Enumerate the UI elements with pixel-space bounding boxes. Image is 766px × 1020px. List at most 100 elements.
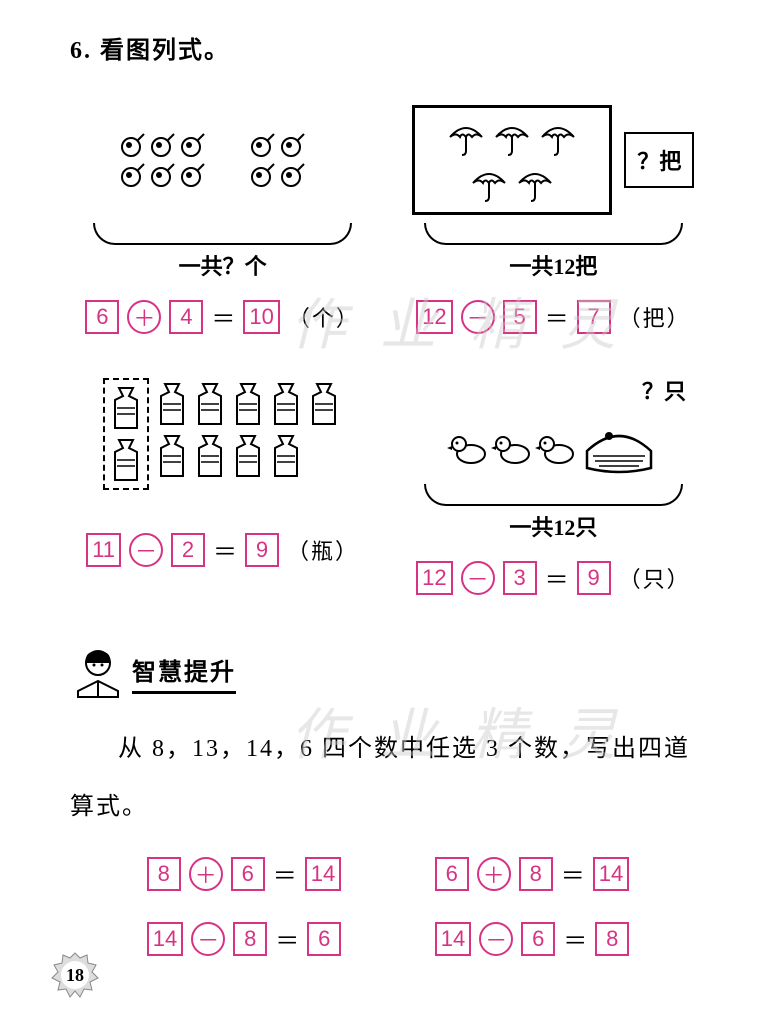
ball-icon xyxy=(180,162,206,188)
answer-box: 2 xyxy=(171,533,205,567)
problem-cell: 一共？个 6 ＋ 4 ＝ 10 （个） xyxy=(70,95,375,364)
unit-label: （只） xyxy=(619,562,691,594)
equation: 12 － 3 ＝ 9 （只） xyxy=(416,560,691,595)
umbrella-icon xyxy=(492,117,532,157)
operator-circle: ＋ xyxy=(477,857,511,891)
curly-bracket-icon xyxy=(424,223,683,245)
picture-balls xyxy=(70,95,375,225)
duck-icon xyxy=(535,426,577,466)
section-title: 智慧提升 xyxy=(132,652,236,694)
ball-icon xyxy=(250,162,276,188)
picture-umbrellas: ？把 xyxy=(401,95,706,225)
answer-box: 14 xyxy=(435,922,471,956)
equation: 6 ＋ 4 ＝ 10 （个） xyxy=(85,299,360,334)
answer-box: 14 xyxy=(147,922,183,956)
unit-label: （把） xyxy=(619,301,691,333)
dashed-group xyxy=(103,378,149,490)
bottle-icon xyxy=(231,380,265,428)
equation: 14 － 8 ＝ 6 xyxy=(147,921,341,956)
section-body: 从 8，13，14，6 四个数中任选 3 个数，写出四道算式。 xyxy=(70,721,706,836)
equals-sign: ＝ xyxy=(213,532,237,567)
page-number-badge: 18 xyxy=(50,950,100,1000)
section-header: 智慧提升 xyxy=(70,645,706,701)
bracket-label: 一共12把 xyxy=(509,249,597,281)
answer-box: 8 xyxy=(147,857,181,891)
unit-label: （个） xyxy=(288,301,360,333)
duck-icon xyxy=(491,426,533,466)
answer-box: 8 xyxy=(233,922,267,956)
bottle-icon xyxy=(109,384,143,432)
problem-cell: ？把 一共12把 12 － 5 ＝ 7 （把） xyxy=(401,95,706,364)
bottle-icon xyxy=(109,436,143,484)
answer-box: 14 xyxy=(305,857,341,891)
ball-icon xyxy=(120,132,146,158)
answer-box: 8 xyxy=(519,857,553,891)
bottle-icon xyxy=(231,432,265,480)
operator-circle: － xyxy=(479,922,513,956)
bracket-label: 一共12只 xyxy=(509,510,597,542)
nest-icon xyxy=(579,416,659,476)
ball-icon xyxy=(280,162,306,188)
equals-sign: ＝ xyxy=(273,856,297,891)
equation: 12 － 5 ＝ 7 （把） xyxy=(416,299,691,334)
answer-box: 10 xyxy=(243,300,279,334)
operator-circle: － xyxy=(191,922,225,956)
equals-sign: ＝ xyxy=(545,560,569,595)
operator-circle: ＋ xyxy=(189,857,223,891)
umbrella-icon xyxy=(469,163,509,203)
page-number: 18 xyxy=(66,965,84,986)
ball-icon xyxy=(150,162,176,188)
answer-box: 12 xyxy=(416,561,452,595)
umbrella-icon xyxy=(446,117,486,157)
answer-box: 6 xyxy=(307,922,341,956)
ball-icon xyxy=(180,132,206,158)
answer-box: 6 xyxy=(231,857,265,891)
bracket-label: 一共？个 xyxy=(179,249,267,281)
ball-icon xyxy=(150,132,176,158)
duck-icon xyxy=(447,426,489,466)
problem-cell: 11 － 2 ＝ 9 （瓶） xyxy=(70,374,375,625)
answer-box: 11 xyxy=(86,533,121,567)
question-box: ？把 xyxy=(624,132,694,188)
equation-grid: 8 ＋ 6 ＝ 14 6 ＋ 8 ＝ 14 14 － 8 ＝ 6 14 － 6 … xyxy=(70,856,706,966)
equals-sign: ＝ xyxy=(211,299,235,334)
equals-sign: ＝ xyxy=(275,921,299,956)
bottle-icon xyxy=(269,380,303,428)
operator-circle: － xyxy=(461,561,495,595)
equals-sign: ＝ xyxy=(545,299,569,334)
answer-box: 5 xyxy=(503,300,537,334)
equation: 11 － 2 ＝ 9 （瓶） xyxy=(86,532,359,567)
answer-box: 12 xyxy=(416,300,452,334)
equals-sign: ＝ xyxy=(563,921,587,956)
equals-sign: ＝ xyxy=(561,856,585,891)
answer-box: 14 xyxy=(593,857,629,891)
girl-reading-icon xyxy=(70,645,126,701)
picture-ducks xyxy=(401,406,706,486)
ball-icon xyxy=(250,132,276,158)
bottle-icon xyxy=(307,380,341,428)
equation: 14 － 6 ＝ 8 xyxy=(435,921,629,956)
problem-row: 11 － 2 ＝ 9 （瓶） ？只 一共12只 12 xyxy=(70,374,706,625)
bottle-icon xyxy=(155,432,189,480)
problem-title: 看图列式。 xyxy=(100,38,230,64)
bottle-icon xyxy=(269,432,303,480)
answer-box: 3 xyxy=(503,561,537,595)
umbrella-icon xyxy=(538,117,578,157)
problem-number: 6. xyxy=(70,38,92,65)
answer-box: 4 xyxy=(169,300,203,334)
bottle-icon xyxy=(193,432,227,480)
curly-bracket-icon xyxy=(424,484,683,506)
picture-bottles xyxy=(70,374,375,494)
bottle-icon xyxy=(155,380,189,428)
answer-box: 6 xyxy=(521,922,555,956)
answer-box: 9 xyxy=(245,533,279,567)
operator-circle: ＋ xyxy=(127,300,161,334)
equation: 6 ＋ 8 ＝ 14 xyxy=(435,856,629,891)
answer-box: 6 xyxy=(435,857,469,891)
operator-circle: － xyxy=(129,533,163,567)
umbrella-frame xyxy=(412,105,612,215)
ball-icon xyxy=(120,162,146,188)
unit-label: （瓶） xyxy=(287,534,359,566)
worksheet-page: 6. 看图列式。 作 业 精 灵 作 业 精 灵 xyxy=(0,0,766,966)
ball-icon xyxy=(280,132,306,158)
